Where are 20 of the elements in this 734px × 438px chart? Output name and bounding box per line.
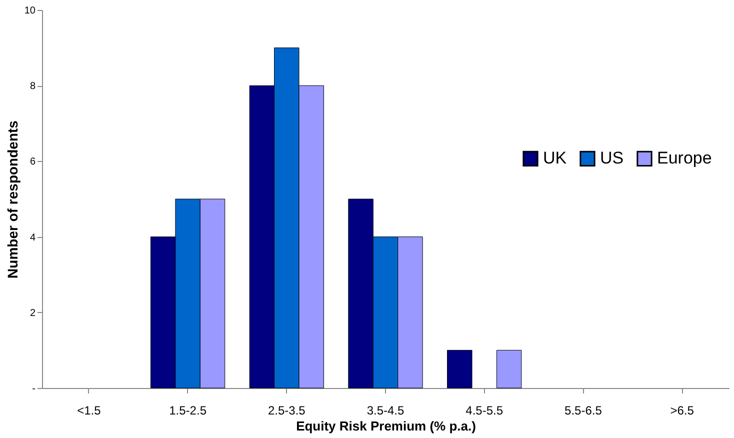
- bar: [447, 350, 472, 388]
- y-axis-title: Number of respondents: [4, 120, 20, 278]
- legend-label: US: [600, 148, 624, 168]
- x-tick-label: 5.5-6.5: [564, 404, 602, 418]
- x-tick-label: >6.5: [670, 404, 694, 418]
- y-tick-label: 10: [24, 6, 36, 16]
- y-tick-label: 2: [30, 308, 36, 319]
- x-tick-label: <1.5: [77, 404, 102, 418]
- y-tick-label: -: [32, 384, 36, 394]
- x-tick-label: 4.5-5.5: [466, 404, 504, 418]
- y-tick-label: 8: [30, 81, 36, 92]
- y-tick-label: 4: [30, 232, 36, 244]
- x-tick-label: 3.5-4.5: [366, 404, 405, 418]
- bar: [496, 350, 522, 388]
- x-axis-title: Equity Risk Premium (% p.a.): [296, 418, 476, 434]
- y-tick-label: 6: [30, 156, 36, 168]
- x-tick-label: 1.5-2.5: [169, 404, 207, 418]
- x-tick-label: 2.5-3.5: [268, 404, 306, 418]
- legend-label: Europe: [657, 148, 712, 168]
- legend-label: UK: [543, 148, 568, 168]
